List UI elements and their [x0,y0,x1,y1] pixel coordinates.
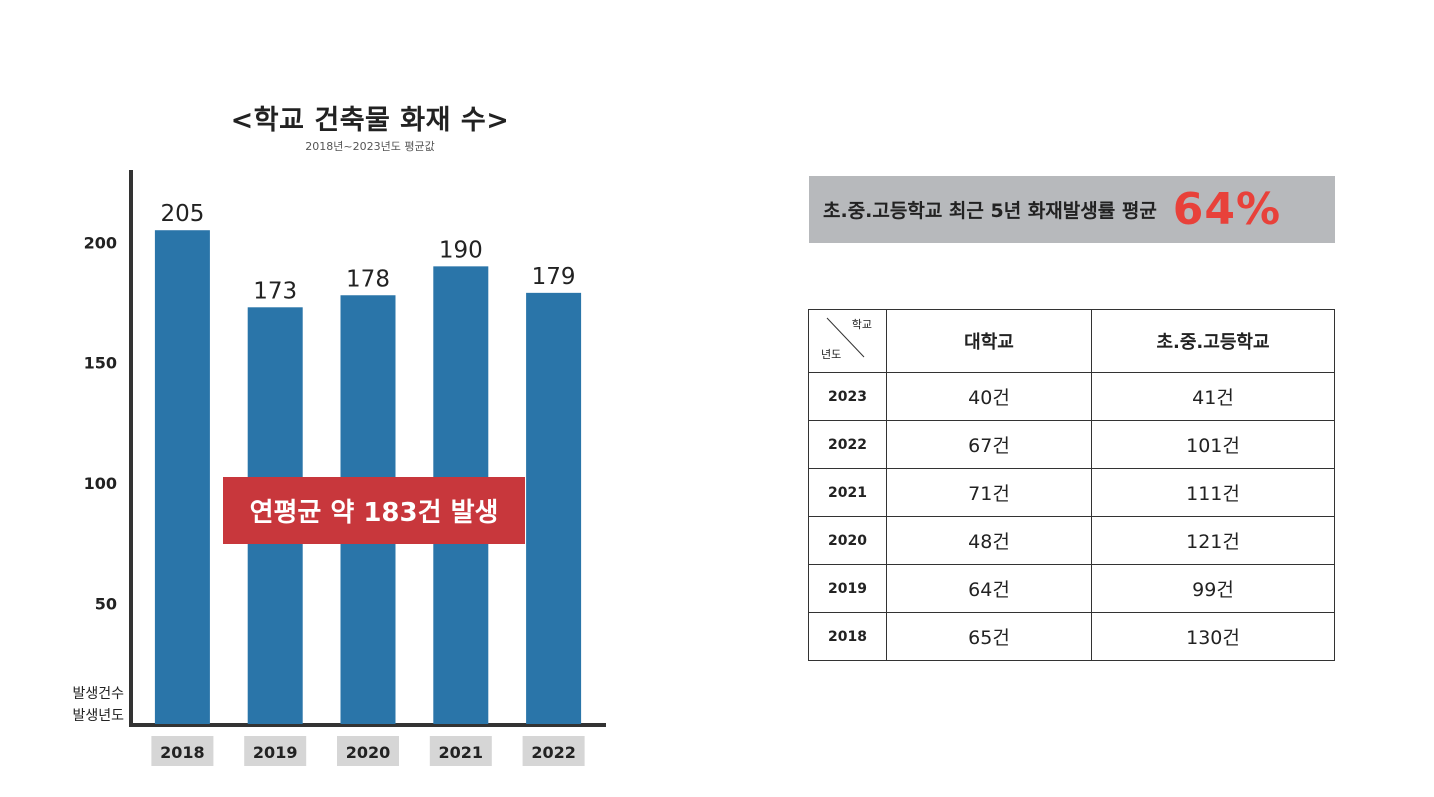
table-row: 2022 67건 101건 [808,420,1335,469]
cell-university: 40건 [886,372,1092,421]
data-label: 179 [532,264,576,290]
average-annotation: 연평균 약 183건 발생 [223,477,525,544]
y-tick-label: 50 [95,595,117,614]
x-tick-background [337,736,399,766]
data-label: 178 [346,266,390,292]
column-header-school: 초.중.고등학교 [1091,309,1335,373]
chart-subtitle: 2018년~2023년도 평균값 [305,140,435,153]
column-header-university: 대학교 [886,309,1092,373]
row-year: 2022 [808,420,887,469]
table-corner-cell: 학교 년도 [808,309,887,373]
x-tick-label: 2018 [160,743,205,762]
x-tick-label: 2022 [531,743,576,762]
y-tick-label: 150 [84,354,117,373]
cell-university: 71건 [886,468,1092,517]
x-tick-label: 2020 [346,743,391,762]
average-rate-banner: 초.중.고등학교 최근 5년 화재발생률 평균 64% [809,176,1335,243]
cell-school: 111건 [1091,468,1335,517]
bar [526,292,582,724]
row-year: 2018 [808,612,887,661]
table-row: 2020 48건 121건 [808,516,1335,565]
cell-university: 64건 [886,564,1092,613]
bar-chart: 50 100 150 200 205 2018 173 2019 178 2020 190 2021 1… [84,170,606,766]
row-year: 2019 [808,564,887,613]
table-header-row: 학교 년도 대학교 초.중.고등학교 [808,309,1335,373]
data-label: 173 [253,278,297,304]
table-row: 2023 40건 41건 [808,372,1335,421]
corner-label-year: 년도 [821,348,842,361]
row-year: 2023 [808,372,887,421]
x-axis-label: 발생년도 [72,708,124,724]
x-tick-background [522,736,585,766]
y-tick-label: 100 [84,474,117,493]
x-tick-label: 2021 [439,743,484,762]
data-label: 190 [439,237,483,263]
cell-university: 67건 [886,420,1092,469]
cell-school: 130건 [1091,612,1335,661]
chart-title: <학교 건축물 화재 수> [230,105,510,136]
table-row: 2018 65건 130건 [808,612,1335,661]
row-year: 2021 [808,468,887,517]
cell-university: 65건 [886,612,1092,661]
x-tick-label: 2019 [253,743,298,762]
x-tick-background [429,736,492,766]
bar [154,230,210,724]
x-tick-background [151,736,214,766]
cell-school: 99건 [1091,564,1335,613]
average-rate-text: 초.중.고등학교 최근 5년 화재발생률 평균 [823,200,1157,222]
cell-school: 121건 [1091,516,1335,565]
cell-school: 41건 [1091,372,1335,421]
table-row: 2019 64건 99건 [808,564,1335,613]
cell-school: 101건 [1091,420,1335,469]
row-year: 2020 [808,516,887,565]
fire-count-table: 학교 년도 대학교 초.중.고등학교 2023 40건 41건 2022 67건… [808,309,1335,661]
x-tick-background [244,736,307,766]
corner-label-school: 학교 [851,318,872,331]
data-label: 205 [160,201,204,227]
y-axis-label: 발생건수 [72,686,124,702]
corner-diagonal [826,317,865,358]
average-rate-value: 64% [1172,184,1282,235]
cell-university: 48건 [886,516,1092,565]
y-tick-label: 200 [84,233,117,252]
table-row: 2021 71건 111건 [808,468,1335,517]
